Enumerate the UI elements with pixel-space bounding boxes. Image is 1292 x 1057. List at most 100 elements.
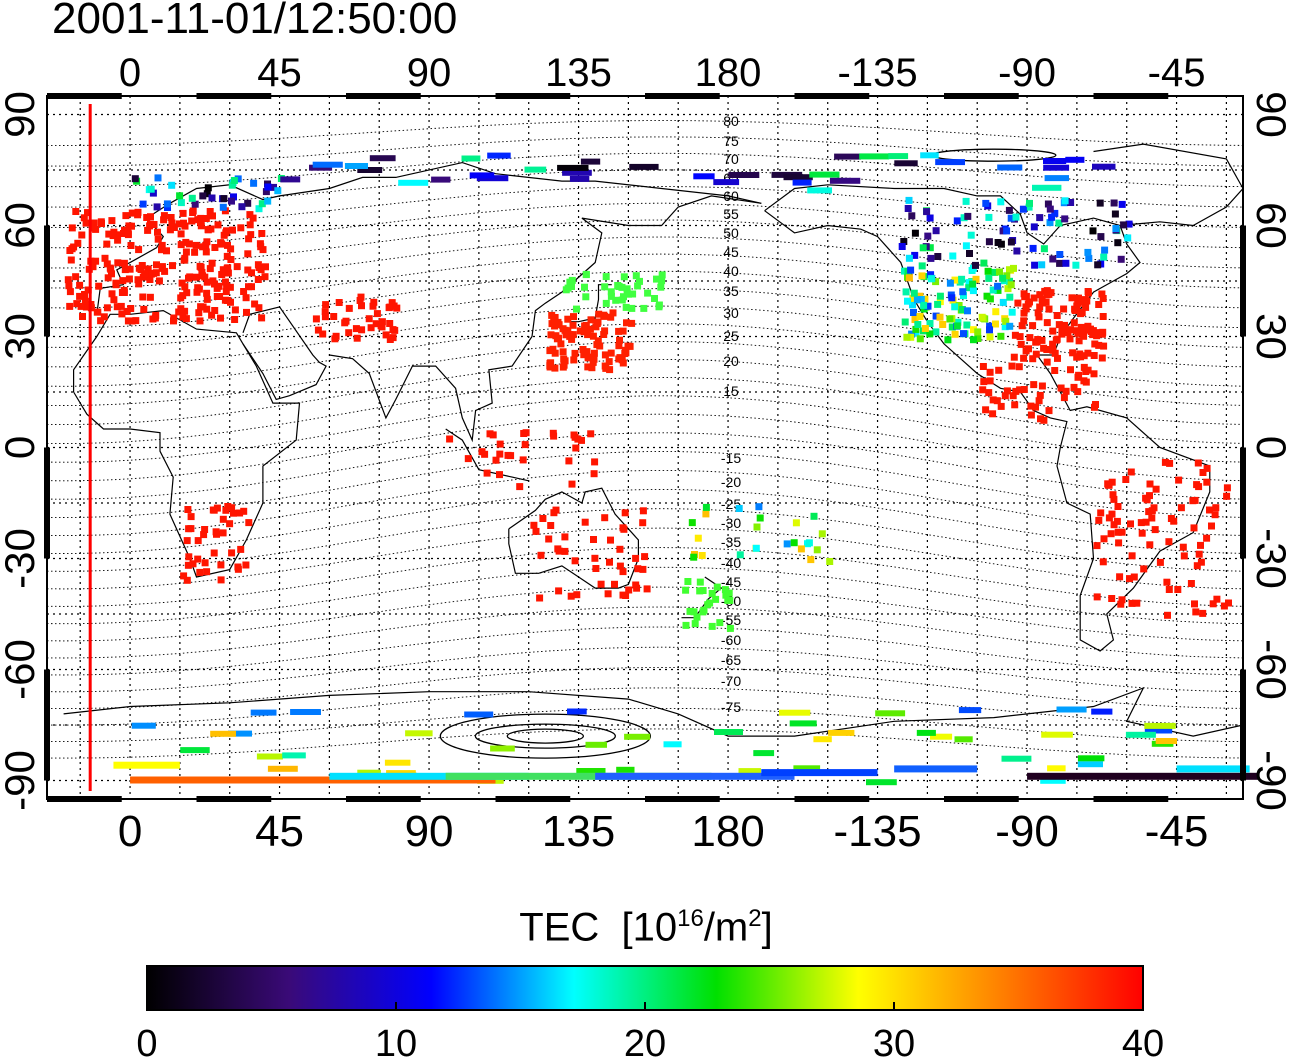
tec-cell: [243, 308, 250, 316]
axis-scale-bar: [1240, 447, 1246, 559]
tec-cell: [807, 187, 832, 194]
tec-cell: [170, 223, 178, 231]
tec-cell: [1026, 199, 1033, 207]
tec-cell: [113, 303, 121, 311]
tec-cell: [560, 355, 568, 363]
tec-cell: [1004, 285, 1012, 293]
tec-cell: [331, 335, 339, 343]
tec-cell: [619, 327, 627, 335]
tec-cell: [1030, 223, 1038, 231]
tec-cell: [600, 311, 608, 319]
tec-cell: [176, 192, 184, 200]
tec-cell: [221, 278, 229, 286]
tec-cell: [222, 506, 230, 514]
tec-cell: [568, 276, 576, 284]
tec-cell: [211, 307, 219, 314]
tec-cell: [146, 276, 154, 283]
tec-cell: [985, 213, 993, 221]
tec-cell: [551, 314, 559, 321]
tec-cell: [203, 295, 211, 303]
tec-cell: [904, 297, 911, 305]
tec-cell: [632, 272, 640, 280]
axis-scale-bar: [44, 225, 50, 337]
magnetic-latitude-label: 70: [723, 151, 739, 167]
tec-cell: [1163, 578, 1171, 586]
tec-cell: [924, 302, 932, 310]
tec-cell: [1115, 539, 1123, 547]
tec-cell: [964, 212, 972, 220]
tec-cell: [100, 313, 108, 321]
tec-cell: [230, 193, 237, 201]
tec-cell: [1077, 310, 1085, 318]
tec-cell: [177, 230, 185, 238]
tec-cell: [1203, 464, 1211, 472]
tec-cell: [282, 752, 306, 759]
tec-cell: [208, 311, 216, 319]
tec-cell: [246, 221, 254, 229]
tec-cell: [1029, 322, 1037, 330]
tec-cell: [725, 589, 733, 597]
tec-band: [761, 769, 878, 777]
tec-cell: [203, 190, 211, 198]
tec-cell: [1043, 346, 1051, 353]
tec-cell: [1011, 331, 1019, 339]
tec-cell: [1098, 354, 1106, 362]
tec-cell: [108, 270, 115, 278]
tec-cell: [113, 231, 121, 239]
tec-cell: [805, 539, 813, 547]
tec-cell: [490, 745, 515, 752]
tec-cell: [1015, 363, 1023, 371]
tec-cell: [903, 333, 911, 341]
tec-cell: [206, 265, 214, 273]
tec-cell: [1003, 387, 1011, 395]
tec-cell: [636, 277, 643, 285]
tec-cell: [469, 172, 495, 179]
tec-cell: [619, 591, 627, 599]
tec-cell: [398, 179, 429, 186]
magnetic-latitude-label: 30: [723, 305, 739, 321]
tec-cell: [1152, 485, 1160, 493]
tec-cell: [1144, 722, 1176, 729]
tec-cell: [274, 187, 282, 195]
tec-cell: [1061, 325, 1069, 332]
tec-cell: [1061, 197, 1069, 205]
tec-cell: [644, 289, 652, 297]
tec-cell: [1074, 329, 1082, 337]
tec-cell: [912, 329, 920, 337]
tec-cell: [946, 279, 954, 287]
tec-cell: [234, 175, 242, 183]
tec-cell: [251, 300, 259, 308]
tec-cell: [168, 219, 176, 227]
tec-cell: [639, 519, 647, 527]
tec-cell: [657, 283, 665, 291]
tec-cell: [561, 547, 569, 555]
tec-cell: [698, 552, 706, 559]
tec-cell: [78, 231, 86, 239]
tec-cell: [231, 316, 239, 323]
tec-cell: [898, 243, 906, 250]
tec-cell: [629, 290, 637, 298]
coastline: [565, 284, 612, 323]
tec-cell: [982, 199, 990, 207]
tec-cell: [622, 349, 630, 357]
tec-cell: [1048, 213, 1056, 221]
tec-cell: [175, 220, 183, 228]
tec-cell: [1046, 219, 1054, 227]
tec-cell: [1098, 290, 1106, 298]
tec-cell: [1072, 261, 1080, 269]
tec-cell: [696, 587, 704, 595]
tec-cell: [219, 266, 227, 274]
tec-cell: [539, 515, 547, 522]
tec-cell: [248, 269, 255, 277]
tec-cell: [290, 709, 321, 715]
axis-scale-bar: [495, 93, 571, 99]
tec-cell: [634, 282, 642, 290]
tec-cell: [980, 259, 988, 267]
tec-observations: [64, 152, 1232, 786]
tec-cell: [128, 317, 136, 325]
magnetic-latitude-line: [46, 451, 1244, 518]
colorbar-quantity: TEC: [519, 905, 600, 950]
tec-cell: [570, 356, 578, 364]
tec-cell: [954, 318, 962, 326]
tec-cell: [902, 288, 910, 296]
